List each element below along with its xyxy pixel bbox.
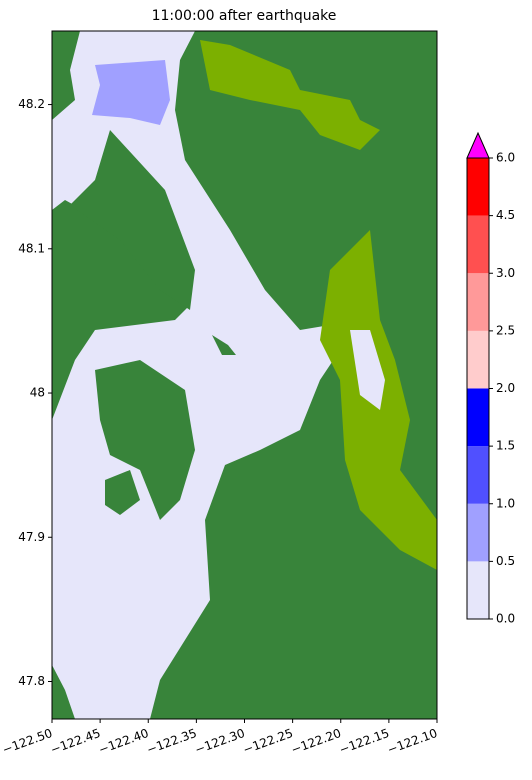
colorbar-tick-label: 1.5 [496,439,515,453]
colorbar-segment [467,561,489,619]
y-tick-label: 48.1 [18,241,45,255]
x-tick-label: −122.35 [145,726,199,757]
x-tick-label: −122.25 [241,726,295,757]
y-tick-label: 48.2 [18,97,45,111]
lowland [200,40,380,150]
x-tick-label: −122.15 [337,726,391,757]
colorbar-tick-label: 4.5 [496,208,515,222]
x-tick-label: −122.30 [193,726,247,757]
y-tick-label: 47.8 [18,674,45,688]
colorbar-tick-label: 1.0 [496,496,515,510]
colorbar-segment [467,273,489,331]
inundation [92,60,170,125]
colorbar-segment [467,388,489,447]
colorbar-segment [467,158,489,216]
island [212,335,236,355]
y-tick-label: 48 [30,386,45,400]
x-tick-label: −122.45 [49,726,103,757]
island [70,130,195,310]
colorbar-tick-label: 0.0 [496,612,515,626]
colorbar-tick-label: 6.0 [496,151,515,165]
x-tick-label: −122.20 [289,726,343,757]
colorbar-tick-label: 3.0 [496,266,515,280]
x-tick-label: −122.50 [1,726,55,757]
colorbar-segment [467,503,489,562]
chart-title: 11:00:00 after earthquake [152,8,337,24]
colorbar-extend [466,131,490,159]
colorbar-tick-label: 2.5 [496,323,515,337]
water [350,330,385,410]
y-tick-label: 47.9 [18,530,45,544]
map [51,30,438,720]
island [105,470,140,515]
x-tick-label: −122.10 [386,726,440,757]
colorbar-segment [467,215,489,274]
colorbar-tick-label: 0.5 [496,554,515,568]
island [95,360,195,520]
colorbar-segment [467,446,489,504]
colorbar-tick-label: 2.0 [496,381,515,395]
colorbar-segment [467,330,489,389]
x-tick-label: −122.40 [97,726,151,757]
